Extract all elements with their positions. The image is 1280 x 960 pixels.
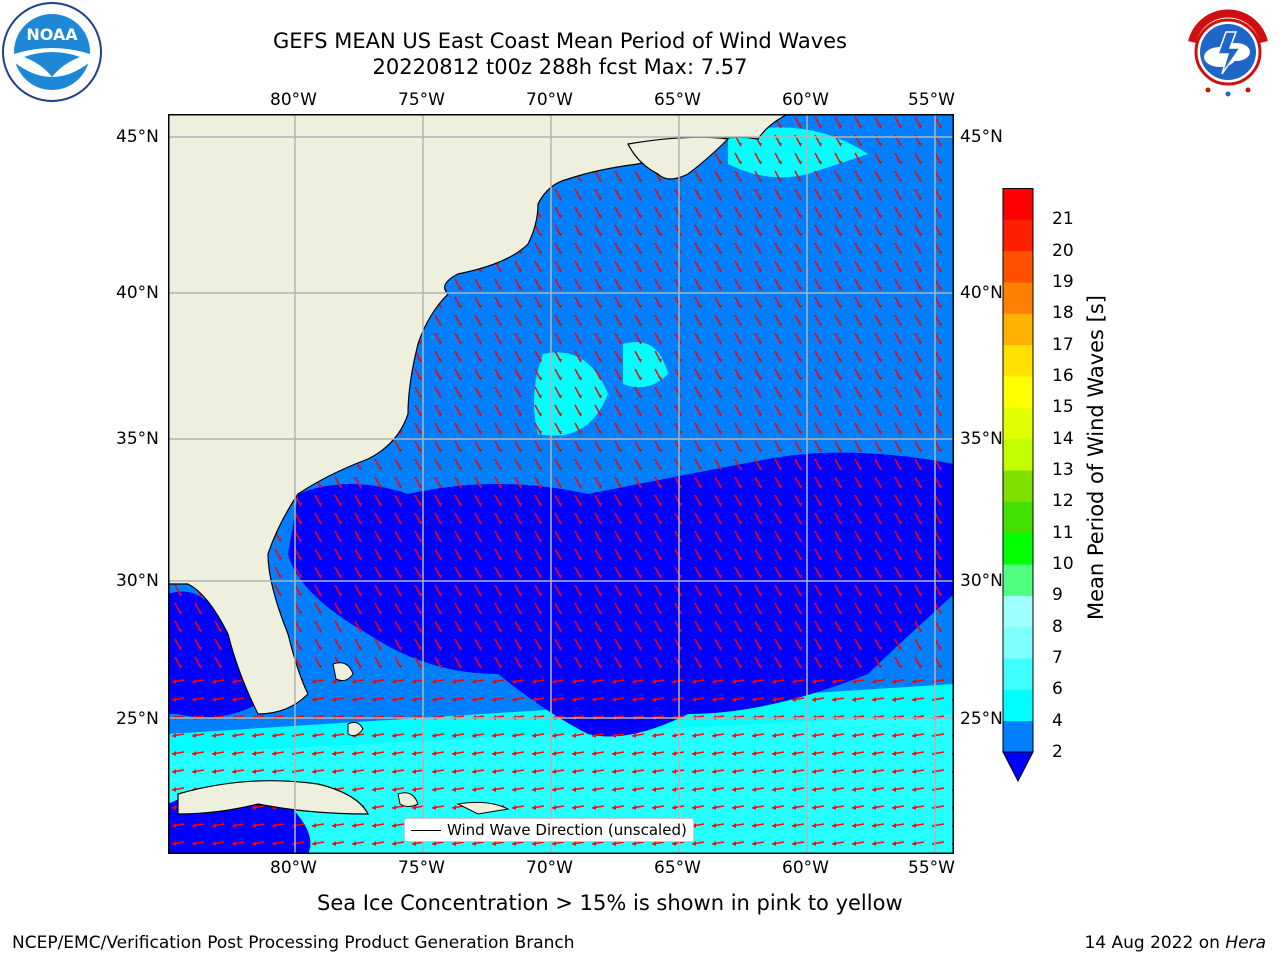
lon-label-bottom-80w: 80°W (270, 858, 317, 878)
colorbar-segment (1003, 470, 1033, 502)
colorbar-tick-label: 18 (1052, 303, 1074, 324)
colorbar-tick-label: 4 (1052, 710, 1063, 731)
colorbar-tick-label: 16 (1052, 366, 1074, 386)
lon-label-bottom-75w: 75°W (398, 858, 445, 878)
lat-label-right-35n: 35°N (960, 429, 1003, 449)
colorbar-segment (1003, 564, 1033, 596)
title-line-1: GEFS MEAN US East Coast Mean Period of W… (273, 29, 847, 53)
colorbar-segment (1003, 219, 1033, 252)
colorbar (1002, 188, 1034, 783)
lat-label-left-35n: 35°N (116, 429, 159, 449)
colorbar-segment (1003, 282, 1033, 314)
colorbar-segment (1003, 376, 1033, 408)
colorbar-title: Mean Period of Wind Waves [s] (1084, 295, 1108, 620)
colorbar-tick-label: 12 (1052, 491, 1074, 512)
title-line-2: 20220812 t00z 288h fcst Max: 7.57 (372, 55, 748, 79)
lat-label-left-40n: 40°N (116, 283, 159, 303)
colorbar-tick-label: 17 (1052, 334, 1074, 355)
lon-label-bottom-55w: 55°W (908, 858, 955, 878)
map-svg (167, 113, 954, 854)
colorbar-tick-label: 8 (1052, 616, 1063, 637)
lon-label-top-65w: 65°W (654, 90, 701, 110)
colorbar-segment (1003, 344, 1033, 377)
sea-ice-note: Sea Ice Concentration > 15% is shown in … (317, 891, 903, 915)
colorbar-tick-label: 13 (1052, 460, 1074, 480)
colorbar-segment (1003, 689, 1033, 722)
land-east-coast (167, 113, 789, 715)
colorbar-svg (1002, 188, 1034, 783)
noaa-logo: NOAA (2, 2, 102, 102)
lat-label-right-40n: 40°N (960, 283, 1003, 303)
lon-label-bottom-65w: 65°W (654, 858, 701, 878)
graticule (168, 114, 954, 854)
colorbar-segment (1003, 595, 1033, 628)
map-panel: Wind Wave Direction (unscaled) (167, 113, 954, 854)
lat-label-right-30n: 30°N (960, 571, 1003, 591)
lat-label-left-25n: 25°N (116, 709, 159, 729)
colorbar-segment (1003, 658, 1033, 690)
lon-label-top-55w: 55°W (908, 90, 955, 110)
footer-left: NCEP/EMC/Verification Post Processing Pr… (12, 933, 575, 953)
colorbar-under-triangle (1002, 751, 1034, 783)
colorbar-tick-label: 6 (1052, 679, 1063, 700)
colorbar-tick-label: 9 (1052, 585, 1063, 606)
lat-label-right-45n: 45°N (960, 127, 1003, 147)
footer-date: 14 Aug 2022 on (1084, 933, 1226, 953)
footer-host: Hera (1225, 933, 1266, 953)
lon-label-bottom-60w: 60°W (782, 858, 829, 878)
colorbar-segment (1003, 188, 1033, 220)
colorbar-tick-label: 7 (1052, 648, 1063, 668)
footer-right: 14 Aug 2022 on Hera (1084, 933, 1266, 953)
map-legend: Wind Wave Direction (unscaled) (404, 818, 694, 842)
colorbar-segment (1003, 626, 1033, 659)
colorbar-tick-label: 15 (1052, 397, 1074, 418)
colorbar-tick-label: 2 (1052, 742, 1063, 762)
legend-line-icon (411, 829, 441, 831)
lat-label-left-30n: 30°N (116, 571, 159, 591)
nws-logo (1178, 2, 1278, 102)
plot-title: GEFS MEAN US East Coast Mean Period of W… (160, 28, 960, 80)
colorbar-tick-label: 10 (1052, 554, 1074, 574)
colorbar-segment (1003, 438, 1033, 471)
colorbar-segment (1003, 313, 1033, 346)
lon-label-top-80w: 80°W (270, 90, 317, 110)
colorbar-tick-label: 14 (1052, 428, 1074, 449)
noaa-logo-text: NOAA (26, 25, 78, 44)
lon-label-top-60w: 60°W (782, 90, 829, 110)
colorbar-segment (1003, 250, 1033, 283)
lat-label-left-45n: 45°N (116, 127, 159, 147)
colorbar-labels: 2 4 6 7 8 9 10 11 12 13 14 15 16 17 18 19 20 21 (1052, 178, 1112, 778)
land-cuba (177, 780, 369, 815)
lat-label-right-25n: 25°N (960, 709, 1003, 729)
colorbar-segment (1003, 720, 1033, 753)
colorbar-segment (1003, 501, 1033, 534)
colorbar-tick-label: 11 (1052, 522, 1074, 543)
map-frame (168, 114, 954, 854)
colorbar-segment (1003, 407, 1033, 440)
colorbar-tick-label: 21 (1052, 209, 1074, 230)
colorbar-tick-label: 20 (1052, 240, 1074, 261)
lon-label-top-70w: 70°W (526, 90, 573, 110)
lon-label-bottom-70w: 70°W (526, 858, 573, 878)
colorbar-tick-label: 19 (1052, 272, 1074, 292)
legend-label: Wind Wave Direction (unscaled) (447, 821, 687, 839)
lon-label-top-75w: 75°W (398, 90, 445, 110)
colorbar-segment (1003, 532, 1033, 565)
